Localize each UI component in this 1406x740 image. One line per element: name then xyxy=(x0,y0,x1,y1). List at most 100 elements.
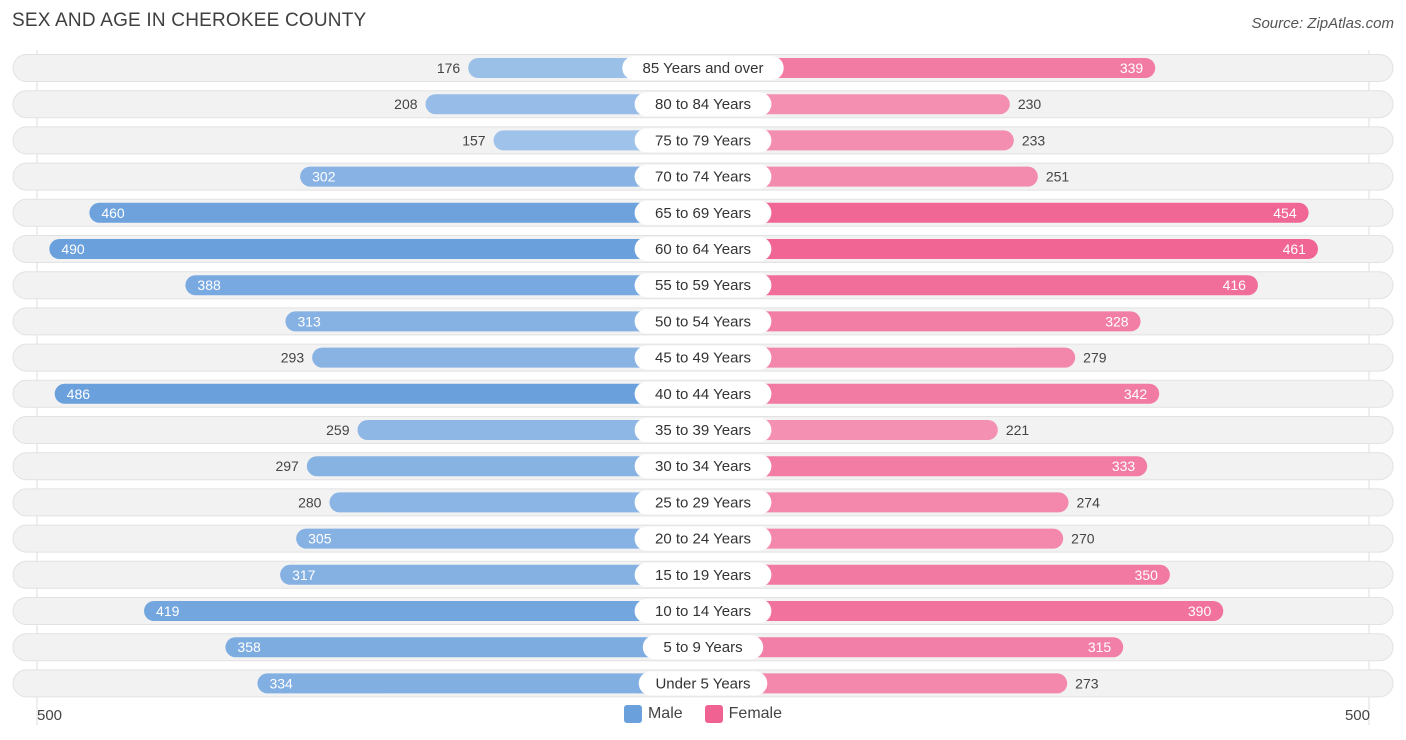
female-value-label: 233 xyxy=(1022,132,1046,148)
category-label: 80 to 84 Years xyxy=(655,96,751,113)
male-value-label: 297 xyxy=(275,458,299,474)
female-value-label: 270 xyxy=(1071,531,1095,547)
female-value-label: 273 xyxy=(1075,675,1099,691)
category-label: 55 to 59 Years xyxy=(655,277,751,294)
category-label: Under 5 Years xyxy=(655,675,750,692)
category-pill xyxy=(634,164,772,189)
female-bar xyxy=(703,311,1141,332)
male-value-label: 302 xyxy=(312,169,336,185)
category-pill xyxy=(634,237,772,261)
category-label: 35 to 39 Years xyxy=(655,422,751,439)
female-value-label: 333 xyxy=(1112,458,1136,474)
category-label: 40 to 44 Years xyxy=(655,386,751,403)
category-pill xyxy=(634,526,772,551)
category-label: 20 to 24 Years xyxy=(655,531,751,548)
category-label: 5 to 9 Years xyxy=(663,639,742,656)
legend-swatch-female xyxy=(704,705,723,723)
category-pill xyxy=(642,635,764,660)
category-pill xyxy=(634,418,772,442)
female-bar xyxy=(703,492,1069,513)
chart-title: SEX AND AGE IN CHEROKEE COUNTY xyxy=(12,10,367,31)
female-value-label: 230 xyxy=(1018,96,1042,112)
legend-item-female[interactable]: Female xyxy=(704,705,783,723)
category-pill xyxy=(634,562,772,587)
male-bar xyxy=(425,94,703,115)
male-bar xyxy=(49,239,703,259)
legend-swatch-male xyxy=(623,705,642,723)
category-pill xyxy=(634,599,772,623)
male-value-label: 334 xyxy=(269,675,293,691)
female-value-label: 342 xyxy=(1124,386,1148,402)
female-bar xyxy=(703,166,1038,187)
female-bar xyxy=(703,383,1160,404)
category-pill xyxy=(634,309,772,334)
category-pill xyxy=(634,345,772,370)
female-value-label: 279 xyxy=(1083,350,1107,366)
female-bar xyxy=(703,564,1170,585)
female-bar xyxy=(703,275,1258,296)
legend-label-male: Male xyxy=(647,705,683,722)
male-bar xyxy=(280,564,703,585)
category-label: 70 to 74 Years xyxy=(655,169,751,186)
male-value-label: 388 xyxy=(197,277,221,293)
female-value-label: 416 xyxy=(1223,277,1247,293)
male-bar xyxy=(300,166,703,187)
category-pill xyxy=(634,92,772,117)
female-value-label: 328 xyxy=(1105,313,1129,329)
male-value-label: 486 xyxy=(67,386,91,402)
male-bar xyxy=(312,347,703,368)
male-value-label: 313 xyxy=(297,313,321,329)
male-value-label: 305 xyxy=(308,531,332,547)
male-bar xyxy=(357,420,703,440)
axis-right-label: 500 xyxy=(1344,707,1370,724)
male-bar xyxy=(54,383,703,404)
category-pill xyxy=(634,454,772,479)
male-value-label: 490 xyxy=(61,241,85,257)
female-bar xyxy=(703,456,1148,477)
source-label: Source: ZipAtlas.com xyxy=(1251,15,1394,32)
male-bar xyxy=(185,275,703,296)
female-value-label: 274 xyxy=(1077,494,1101,510)
female-bar xyxy=(703,94,1010,115)
male-bar xyxy=(225,637,704,658)
male-value-label: 280 xyxy=(298,494,322,510)
category-label: 30 to 34 Years xyxy=(655,458,751,475)
axis-left-label: 500 xyxy=(37,707,63,724)
category-label: 10 to 14 Years xyxy=(655,603,751,620)
male-bar xyxy=(144,601,703,621)
female-bar xyxy=(703,637,1124,658)
category-label: 45 to 49 Years xyxy=(655,350,751,367)
male-value-label: 293 xyxy=(281,350,305,366)
male-bar xyxy=(285,311,703,332)
category-label: 15 to 19 Years xyxy=(655,567,751,584)
male-value-label: 460 xyxy=(101,205,125,221)
female-bar xyxy=(703,601,1224,621)
category-pill xyxy=(634,490,772,515)
female-value-label: 221 xyxy=(1006,422,1030,438)
male-bar xyxy=(306,456,703,477)
male-value-label: 419 xyxy=(156,603,180,619)
male-bar xyxy=(329,492,703,513)
legend-label-female: Female xyxy=(728,705,783,722)
female-bar xyxy=(703,130,1014,151)
category-pill xyxy=(634,273,772,298)
female-value-label: 454 xyxy=(1273,205,1297,221)
legend-item-male[interactable]: Male xyxy=(623,705,683,723)
male-bar xyxy=(257,673,703,694)
male-value-label: 317 xyxy=(292,567,316,583)
female-bar xyxy=(703,347,1076,368)
category-label: 65 to 69 Years xyxy=(655,205,751,222)
male-value-label: 358 xyxy=(237,639,261,655)
category-pill xyxy=(634,381,772,406)
female-value-label: 461 xyxy=(1283,241,1307,257)
female-bar xyxy=(703,673,1068,694)
female-bar xyxy=(703,420,998,440)
male-value-label: 176 xyxy=(437,60,461,76)
legend: Male Female xyxy=(0,705,1406,723)
female-bar xyxy=(703,528,1064,549)
female-value-label: 390 xyxy=(1188,603,1212,619)
female-value-label: 251 xyxy=(1046,169,1070,185)
category-pill xyxy=(634,128,772,153)
category-pill xyxy=(634,200,772,225)
